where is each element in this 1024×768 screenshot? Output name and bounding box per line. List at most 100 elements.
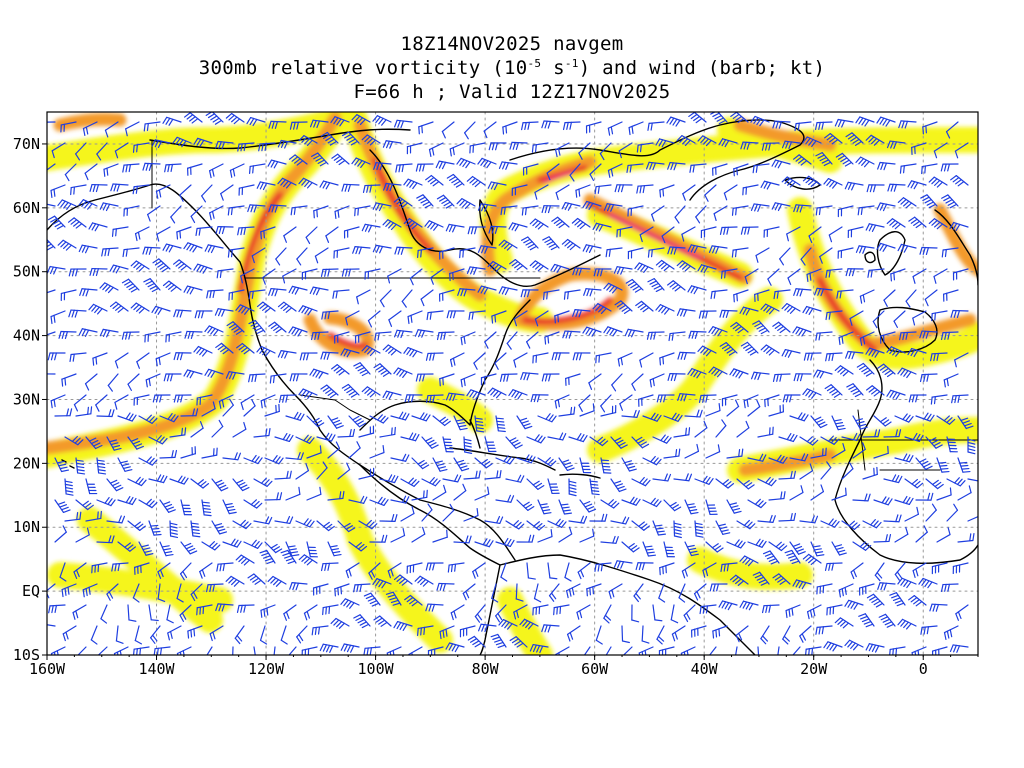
wind-barb bbox=[505, 436, 523, 449]
wind-barb bbox=[316, 432, 336, 442]
wind-barb bbox=[772, 373, 791, 383]
wind-barb bbox=[577, 562, 591, 580]
wind-barb bbox=[78, 328, 98, 337]
wind-barb bbox=[180, 499, 193, 516]
wind-barb bbox=[306, 486, 322, 501]
wind-barb bbox=[789, 485, 804, 501]
wind-barb bbox=[677, 351, 696, 360]
wind-barb bbox=[303, 604, 318, 621]
wind-barb bbox=[106, 583, 119, 601]
wind-barb bbox=[477, 285, 497, 295]
wind-barb bbox=[771, 202, 791, 212]
lon-tick-label: 20W bbox=[800, 660, 828, 678]
wind-barb bbox=[873, 415, 892, 427]
wind-barb bbox=[484, 331, 497, 349]
wind-barb bbox=[386, 646, 402, 655]
wind-barb bbox=[599, 142, 612, 161]
wind-barb bbox=[603, 203, 623, 212]
wind-barb bbox=[605, 247, 623, 258]
wind-barb bbox=[652, 473, 672, 482]
wind-barb bbox=[907, 180, 927, 190]
wind-barb bbox=[513, 310, 528, 327]
wind-barb bbox=[199, 562, 213, 579]
wind-barb bbox=[667, 246, 686, 255]
wind-barb bbox=[619, 394, 633, 411]
wind-barb bbox=[180, 408, 199, 417]
wind-barb bbox=[824, 384, 843, 398]
wind-barb bbox=[547, 432, 567, 441]
wind-barb bbox=[508, 389, 528, 400]
wind-barb bbox=[228, 289, 245, 301]
wind-barb bbox=[928, 176, 948, 188]
wind-barb bbox=[752, 320, 770, 335]
wind-barb bbox=[268, 204, 287, 213]
wind-barb bbox=[466, 266, 486, 275]
wind-barb bbox=[698, 310, 717, 319]
wind-barb bbox=[157, 583, 166, 603]
wind-barb bbox=[789, 541, 806, 555]
wind-barb bbox=[810, 447, 827, 459]
wind-barb bbox=[488, 142, 507, 151]
wind-barb bbox=[951, 394, 969, 404]
wind-barb bbox=[792, 326, 812, 337]
wind-barb bbox=[837, 205, 854, 218]
wind-barb bbox=[190, 478, 210, 489]
wind-barb bbox=[719, 226, 738, 235]
wind-barb bbox=[894, 526, 909, 543]
wind-barb bbox=[579, 457, 592, 474]
wind-barb bbox=[784, 549, 801, 565]
wind-barb bbox=[114, 352, 129, 369]
wind-barb bbox=[721, 394, 738, 407]
wind-barb bbox=[439, 373, 455, 387]
wind-barb bbox=[898, 120, 917, 129]
wind-barb bbox=[551, 352, 570, 361]
wind-barb bbox=[216, 268, 234, 279]
wind-barb bbox=[639, 352, 654, 368]
wind-barb bbox=[781, 140, 801, 150]
wind-barb bbox=[607, 121, 623, 136]
wind-barb bbox=[739, 306, 759, 316]
wind-barb bbox=[459, 625, 476, 638]
wind-barb bbox=[457, 288, 476, 297]
wind-barb bbox=[579, 499, 597, 513]
wind-barb bbox=[957, 457, 971, 473]
wind-barb bbox=[132, 184, 150, 195]
wind-barb bbox=[852, 493, 871, 502]
wind-barb bbox=[866, 184, 885, 193]
wind-barb bbox=[159, 413, 179, 423]
wind-barb bbox=[275, 247, 287, 266]
wind-barb bbox=[47, 238, 56, 251]
wind-barb bbox=[600, 499, 620, 509]
wind-barb bbox=[123, 205, 140, 217]
wind-barb bbox=[894, 453, 914, 463]
wind-barb bbox=[353, 583, 371, 593]
wind-barb bbox=[201, 499, 212, 517]
wind-barb bbox=[865, 223, 885, 233]
wind-barb bbox=[729, 368, 749, 379]
wind-barb bbox=[201, 447, 218, 459]
wind-barb bbox=[911, 646, 927, 655]
wind-barb bbox=[562, 121, 581, 131]
wind-barb bbox=[873, 496, 893, 506]
wind-barb bbox=[57, 239, 77, 251]
wind-barb bbox=[957, 485, 972, 501]
wind-barb bbox=[345, 562, 360, 579]
wind-barb bbox=[132, 583, 140, 603]
wind-barb bbox=[859, 331, 875, 346]
wind-barb bbox=[215, 226, 234, 235]
wind-barb bbox=[742, 184, 759, 196]
wind-barb bbox=[236, 342, 255, 355]
wind-barb bbox=[95, 394, 108, 412]
wind-barb bbox=[498, 618, 518, 630]
wind-barb bbox=[420, 289, 434, 307]
wind-barb bbox=[819, 247, 833, 264]
wind-barb bbox=[919, 330, 938, 339]
wind-barb bbox=[713, 205, 728, 222]
wind-barb bbox=[627, 247, 644, 260]
wind-barb bbox=[522, 163, 539, 176]
wind-barb bbox=[534, 310, 549, 327]
wind-barb bbox=[430, 268, 444, 285]
wind-barb bbox=[393, 329, 413, 339]
wind-barb bbox=[62, 625, 77, 642]
